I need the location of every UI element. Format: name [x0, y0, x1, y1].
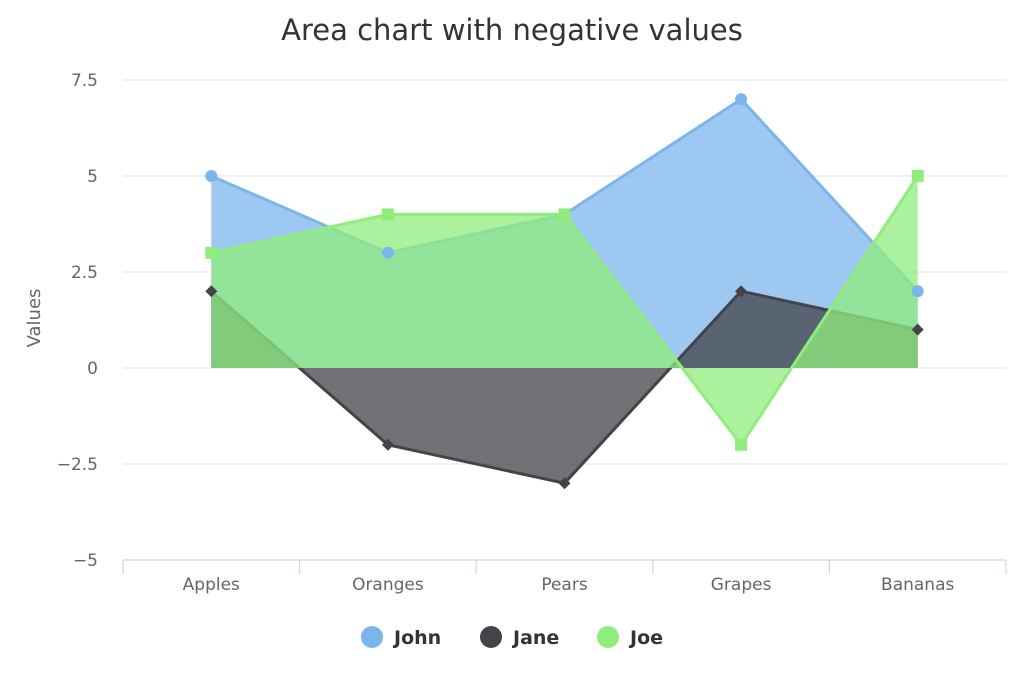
legend-item-john[interactable]: John: [361, 626, 441, 649]
legend-item-joe[interactable]: Joe: [597, 626, 663, 649]
legend-label-jane: Jane: [511, 627, 559, 649]
data-point-jane[interactable]: [558, 477, 571, 490]
y-tick-label: −5: [73, 551, 98, 571]
legend-label-john: John: [392, 627, 441, 649]
data-point-jane[interactable]: [381, 438, 394, 451]
data-point-joe[interactable]: [205, 246, 218, 259]
legend-symbol-john: [361, 626, 383, 648]
y-tick-label: 5: [87, 167, 98, 187]
data-point-joe[interactable]: [381, 208, 394, 221]
y-axis-tick-labels: −5 −2.5 0 2.5 5 7.5: [57, 71, 98, 571]
x-tick-label: Oranges: [352, 575, 424, 595]
legend-label-joe: Joe: [628, 627, 663, 649]
x-tick-label: Apples: [183, 575, 240, 595]
y-tick-label: 7.5: [71, 71, 98, 91]
data-point-john[interactable]: [205, 170, 218, 182]
data-point-john[interactable]: [911, 285, 924, 298]
x-tick-label: Bananas: [881, 575, 954, 595]
series-area-joe[interactable]: [211, 176, 918, 445]
legend-symbol-jane: [480, 626, 502, 648]
y-axis-title: Values: [24, 289, 45, 348]
y-tick-label: 2.5: [71, 263, 98, 283]
data-point-jane[interactable]: [911, 323, 924, 336]
data-point-john[interactable]: [381, 246, 394, 259]
x-axis: [122, 559, 1007, 574]
legend: John Jane Joe: [361, 626, 663, 649]
series-area-jane[interactable]: [211, 291, 918, 484]
data-point-john[interactable]: [735, 93, 748, 106]
x-tick-label: Pears: [541, 575, 588, 595]
data-point-joe[interactable]: [911, 170, 924, 182]
legend-item-jane[interactable]: Jane: [480, 626, 559, 649]
data-point-joe[interactable]: [558, 208, 571, 221]
data-point-jane[interactable]: [735, 285, 748, 298]
y-tick-label: −2.5: [57, 455, 98, 475]
data-point-jane[interactable]: [205, 285, 218, 298]
legend-symbol-joe: [597, 626, 619, 648]
x-tick-label: Grapes: [711, 575, 772, 595]
series-areas: [210, 97, 919, 485]
series-markers: [205, 93, 924, 490]
data-point-joe[interactable]: [735, 438, 748, 451]
y-tick-label: 0: [87, 359, 98, 379]
x-axis-tick-labels: Apples Oranges Pears Grapes Bananas: [183, 575, 955, 595]
chart-title: Area chart with negative values: [281, 13, 743, 47]
